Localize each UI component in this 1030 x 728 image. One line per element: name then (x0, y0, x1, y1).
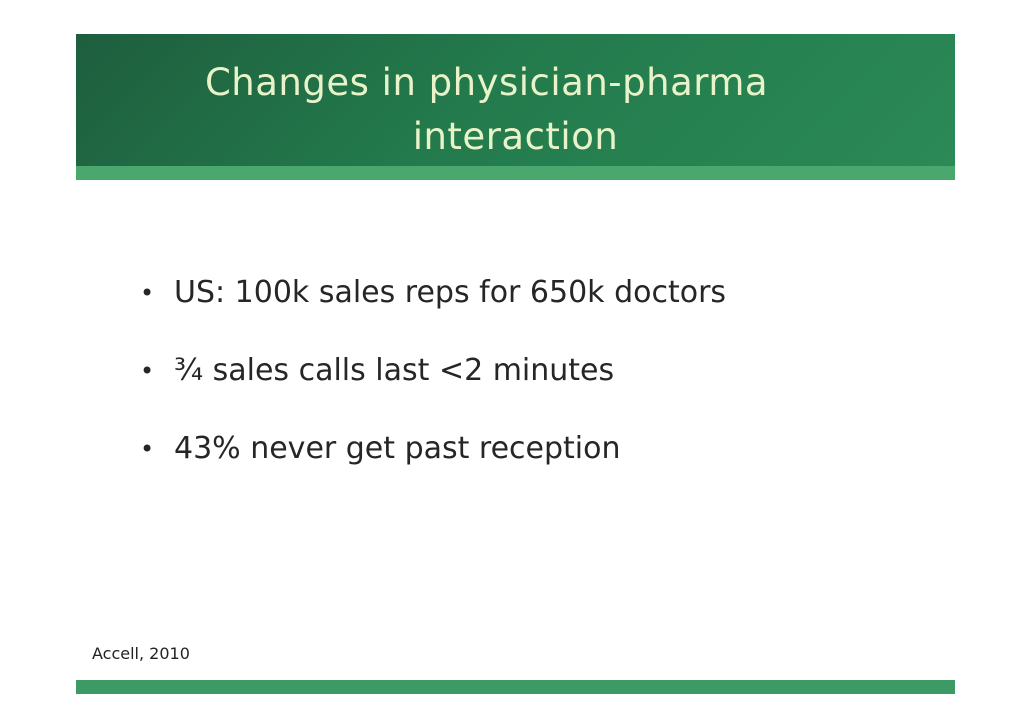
slide-title: Changes in physician-pharma interaction (76, 56, 955, 164)
bullet-text: US: 100k sales reps for 650k doctors (174, 275, 727, 310)
bullet-icon: • (140, 357, 155, 385)
bullet-text: 43% never get past reception (174, 431, 621, 466)
bullet-icon: • (140, 435, 155, 463)
bullet-icon: • (140, 279, 155, 307)
bullet-item: • 43% never get past reception (140, 426, 726, 504)
source-citation: Accell, 2010 (92, 644, 190, 663)
title-accent-stripe (76, 166, 955, 180)
bullet-list: • US: 100k sales reps for 650k doctors • ¾… (140, 270, 726, 504)
slide-title-line-2: interaction (412, 115, 619, 158)
bullet-item: • ¾ sales calls last <2 minutes (140, 348, 726, 426)
title-band (76, 34, 955, 166)
footer-bar (76, 680, 955, 694)
bullet-item: • US: 100k sales reps for 650k doctors (140, 270, 726, 348)
slide-title-line-1: Changes in physician-pharma (204, 61, 769, 104)
bullet-text: ¾ sales calls last <2 minutes (174, 353, 615, 388)
